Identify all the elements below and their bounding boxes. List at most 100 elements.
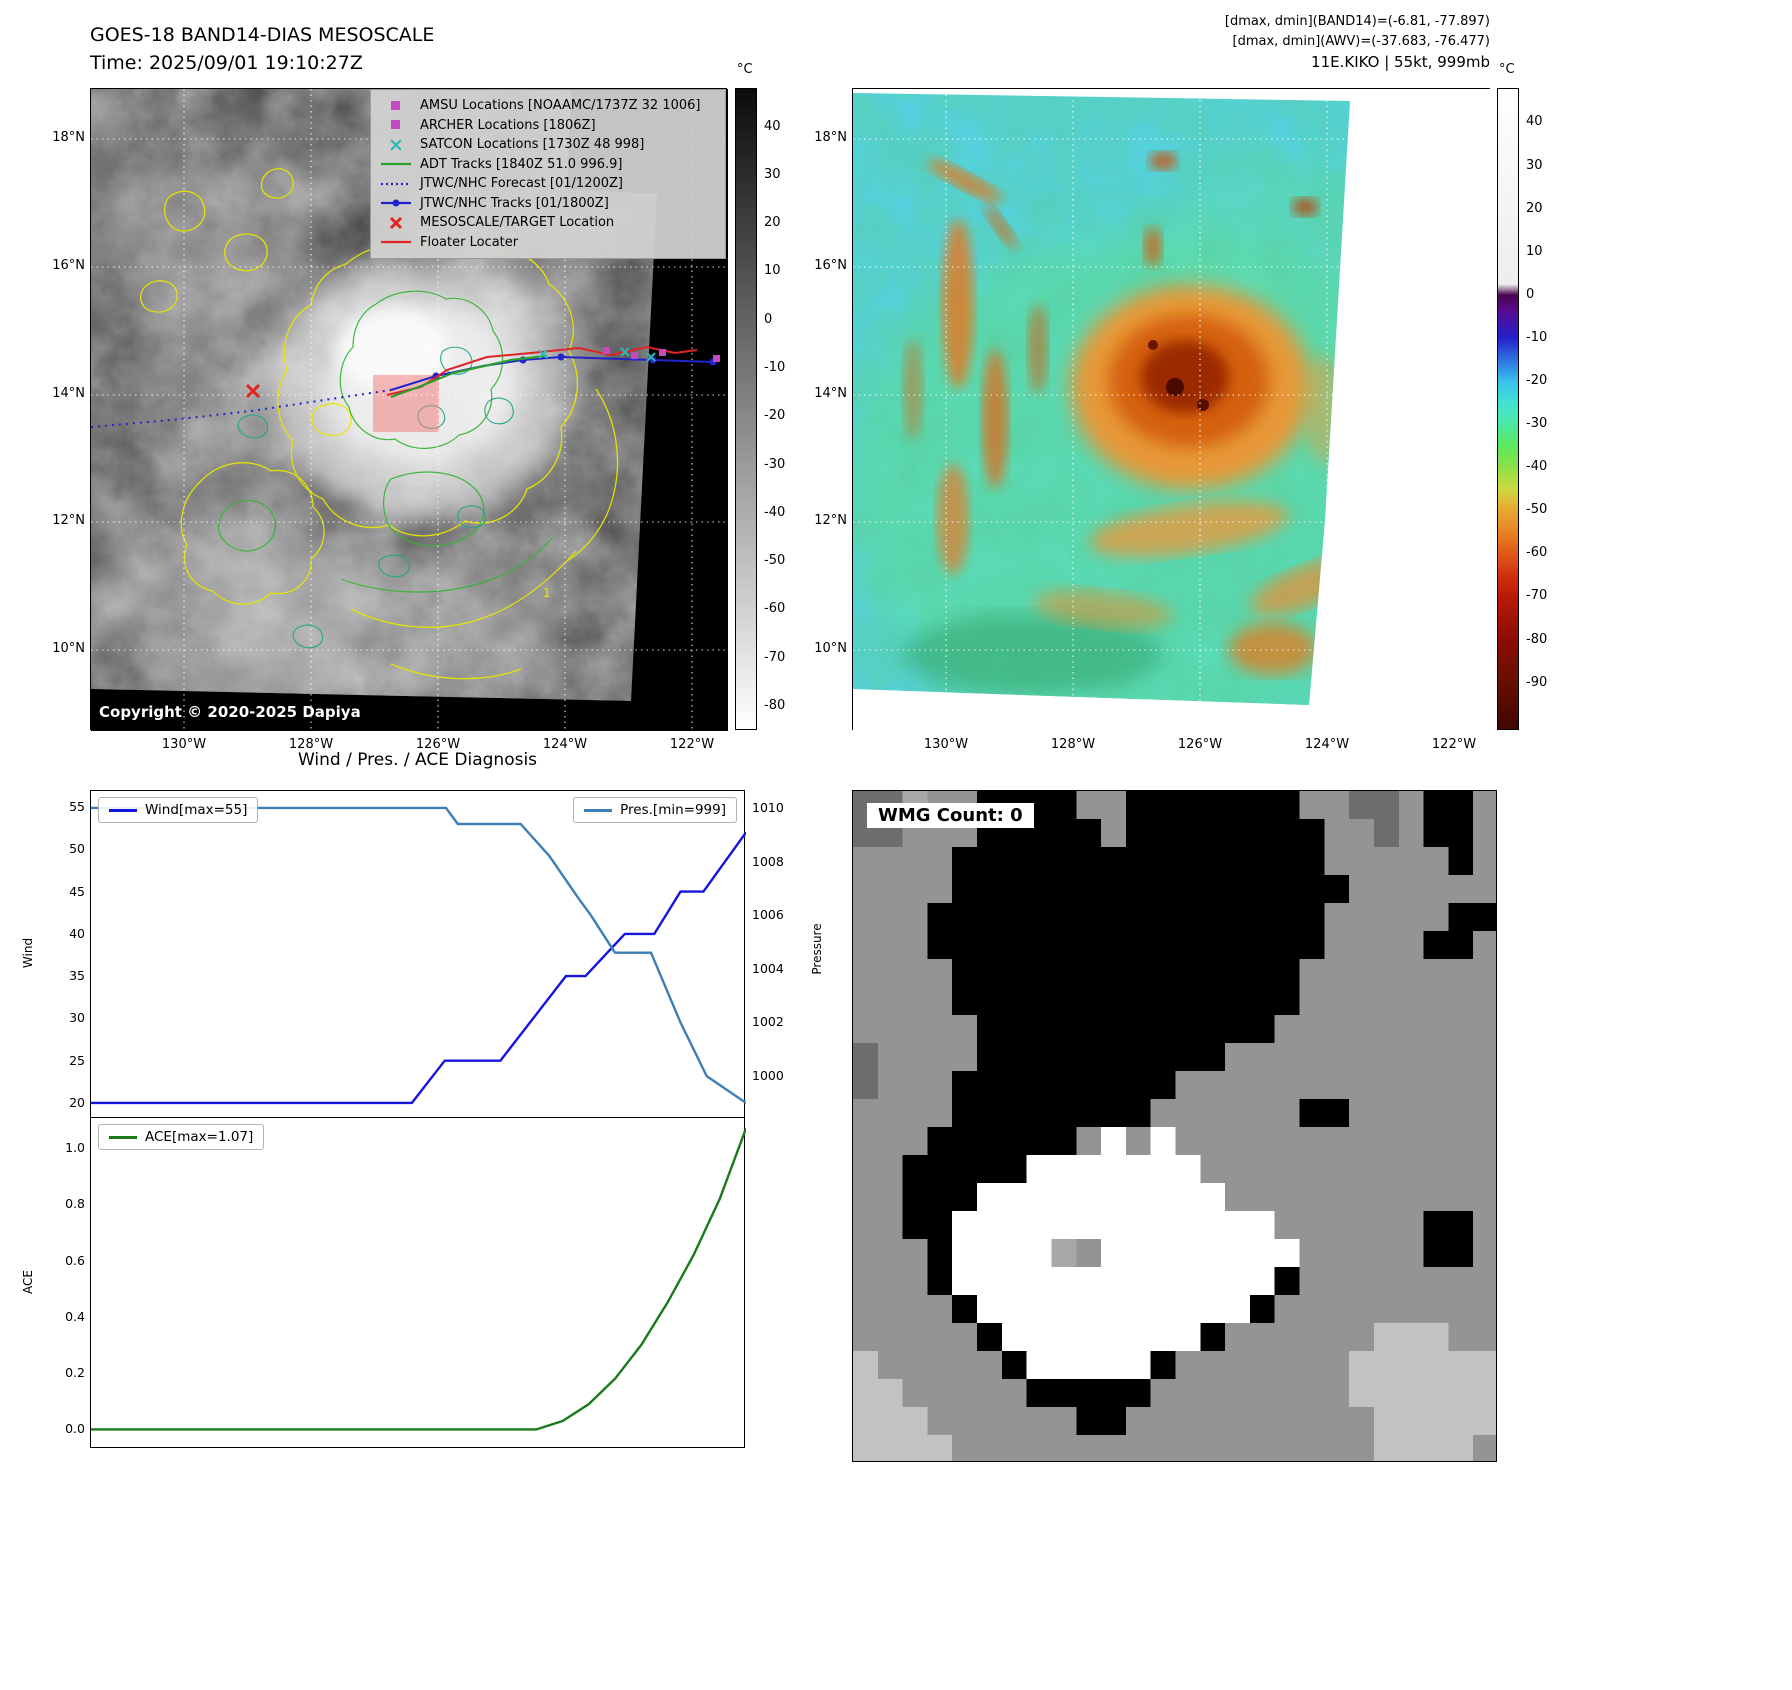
pressure-legend: Pres.[min=999] — [573, 797, 737, 823]
ir-colorbar-unit: °C — [737, 62, 753, 77]
ace-legend-label: ACE[max=1.07] — [145, 1129, 254, 1145]
axis-tick-label: 40 — [69, 925, 85, 941]
colorbar-tick-label: -80 — [764, 697, 786, 713]
wind-axis-label: Wind — [21, 937, 35, 969]
axis-tick-label: 0.0 — [65, 1421, 85, 1437]
wind-legend-label: Wind[max=55] — [145, 802, 248, 818]
lon-tick-label: 124°W — [542, 737, 588, 752]
axis-tick-label: 25 — [69, 1052, 85, 1068]
axis-tick-label: 55 — [69, 799, 85, 815]
legend-label: ARCHER Locations [1806Z] — [420, 117, 596, 133]
ace-line-sample — [109, 1135, 137, 1139]
legend-item: Floater Locater — [379, 233, 719, 253]
map-time: Time: 2025/09/01 19:10:27Z — [90, 51, 363, 74]
colorbar-tick-label: 40 — [764, 118, 781, 134]
lon-tick-label: 128°W — [288, 737, 334, 752]
lat-tick-label: 16°N — [814, 257, 847, 273]
map-title-block: GOES-18 BAND14-DIAS MESOSCALE Time: 2025… — [90, 22, 434, 77]
x-bold-marker-icon — [389, 216, 403, 229]
colorbar-tick-label: 10 — [764, 263, 781, 279]
ace-legend: ACE[max=1.07] — [98, 1124, 265, 1150]
color-map-panel: 18°N 16°N 14°N 12°N 10°N 130°W 128°W 126°W 124°W… — [814, 88, 1491, 752]
colorbar-tick-label: 20 — [1526, 200, 1543, 216]
ir-colorbar: 40 30 20 10 0 -10 -20 -30 -40 -50 -60 -70 -80 — [735, 88, 785, 730]
wind-series — [91, 831, 747, 1105]
colorbar-tick-label: -40 — [1526, 459, 1548, 475]
colorbar-tick-label: 30 — [764, 166, 781, 182]
legend-item: AMSU Locations [NOAAMC/1737Z 32 1006] — [379, 96, 719, 116]
colorbar-tick-label: -20 — [1526, 372, 1548, 388]
axis-tick-label: 1.0 — [65, 1140, 85, 1156]
color-swath — [853, 93, 1350, 705]
lon-tick-label: 128°W — [1050, 737, 1096, 752]
colorbar-tick-label: 10 — [1526, 243, 1543, 259]
lon-tick-label: 124°W — [1304, 737, 1350, 752]
colorbar-tick-label: -60 — [1526, 545, 1548, 561]
enhanced-colorbar: 40 30 20 10 0 -10 -20 -30 -40 -50 -60 -70 -80 -90 — [1497, 88, 1547, 730]
ace-series — [91, 1127, 748, 1431]
axis-tick-label: 0.6 — [65, 1252, 85, 1268]
colorbar-tick-label: -70 — [764, 649, 786, 665]
legend-item: MESOSCALE/TARGET Location — [379, 213, 719, 233]
legend-label: ADT Tracks [1840Z 51.0 996.9] — [420, 156, 623, 172]
lon-tick-label: 122°W — [669, 737, 715, 752]
lat-tick-label: 14°N — [814, 385, 847, 401]
dotted-line-marker-icon — [381, 182, 411, 185]
colorbar-tick-label: -80 — [1526, 631, 1548, 647]
storm-tracks — [90, 345, 720, 428]
axis-tick-label: 35 — [69, 968, 85, 984]
lon-tick-label: 126°W — [1177, 737, 1223, 752]
axis-tick-label: 20 — [69, 1094, 85, 1110]
lat-tick-label: 10°N — [814, 641, 847, 656]
legend-label: SATCON Locations [1730Z 48 998] — [420, 137, 645, 153]
axis-tick-label: 0.8 — [65, 1196, 85, 1212]
colorbar-tick-label: -10 — [1526, 329, 1548, 345]
contour-level-label: 1 — [543, 586, 551, 600]
lon-tick-label: 122°W — [1431, 737, 1477, 752]
dmax-awv-text: [dmax, dmin](AWV)=(-37.683, -76.477) — [1232, 33, 1490, 49]
legend-label: Floater Locater — [420, 234, 519, 250]
colorbar-tick-label: 0 — [1526, 286, 1535, 302]
yellow-contours — [140, 168, 619, 680]
axis-tick-label: 0.2 — [65, 1365, 85, 1381]
wind-legend: Wind[max=55] — [98, 797, 259, 823]
ace-plot-area — [91, 1127, 748, 1431]
lat-tick-label: 12°N — [52, 513, 85, 529]
line-marker-icon — [381, 163, 411, 166]
green-contours — [217, 290, 554, 593]
axis-tick-label: 30 — [69, 1010, 85, 1026]
legend-label: AMSU Locations [NOAAMC/1737Z 32 1006] — [420, 98, 701, 114]
colorbar-tick-label: -70 — [1526, 588, 1548, 604]
square-marker-icon — [391, 120, 400, 130]
pressure-line-sample — [584, 808, 613, 812]
lat-tick-label: 10°N — [52, 641, 85, 656]
wmg-pixel-image — [853, 791, 1496, 1461]
map-gridlines — [853, 89, 1491, 731]
colorbar-tick-label: -60 — [764, 601, 786, 617]
legend-item: JTWC/NHC Tracks [01/1800Z] — [379, 194, 719, 214]
storm-id-text: 11E.KIKO | 55kt, 999mb — [1311, 53, 1490, 71]
legend-label: JTWC/NHC Forecast [01/1200Z] — [420, 176, 623, 192]
pressure-axis-label: Pressure — [810, 923, 824, 975]
axis-tick-label: 1000 — [752, 1068, 784, 1084]
legend-label: JTWC/NHC Tracks [01/1800Z] — [420, 195, 609, 211]
colorbar-tick-label: -40 — [764, 504, 786, 520]
stats-header: [dmax, dmin](BAND14)=(-6.81, -77.897) [d… — [998, 12, 1490, 74]
lat-tick-label: 18°N — [52, 130, 85, 145]
wind-line-sample — [109, 808, 137, 812]
lat-tick-label: 12°N — [814, 513, 847, 529]
colorbar-tick-label: -30 — [764, 456, 786, 472]
axis-tick-label: 45 — [69, 883, 85, 899]
lat-tick-label: 16°N — [52, 257, 85, 273]
legend-item: JTWC/NHC Forecast [01/1200Z] — [379, 174, 719, 194]
axis-tick-label: 50 — [69, 841, 85, 857]
legend-label: MESOSCALE/TARGET Location — [420, 215, 615, 231]
colorbar-tick-label: -10 — [764, 359, 786, 375]
pressure-series — [91, 806, 747, 1104]
axis-tick-label: 1004 — [752, 960, 784, 976]
legend-item: SATCON Locations [1730Z 48 998] — [379, 135, 719, 155]
lat-tick-label: 14°N — [52, 385, 85, 401]
ace-chart: ACE[max=1.07] 1.0 0.8 0.6 0.4 0.2 0.0 — [65, 1118, 748, 1448]
axis-tick-label: 1006 — [752, 907, 784, 923]
